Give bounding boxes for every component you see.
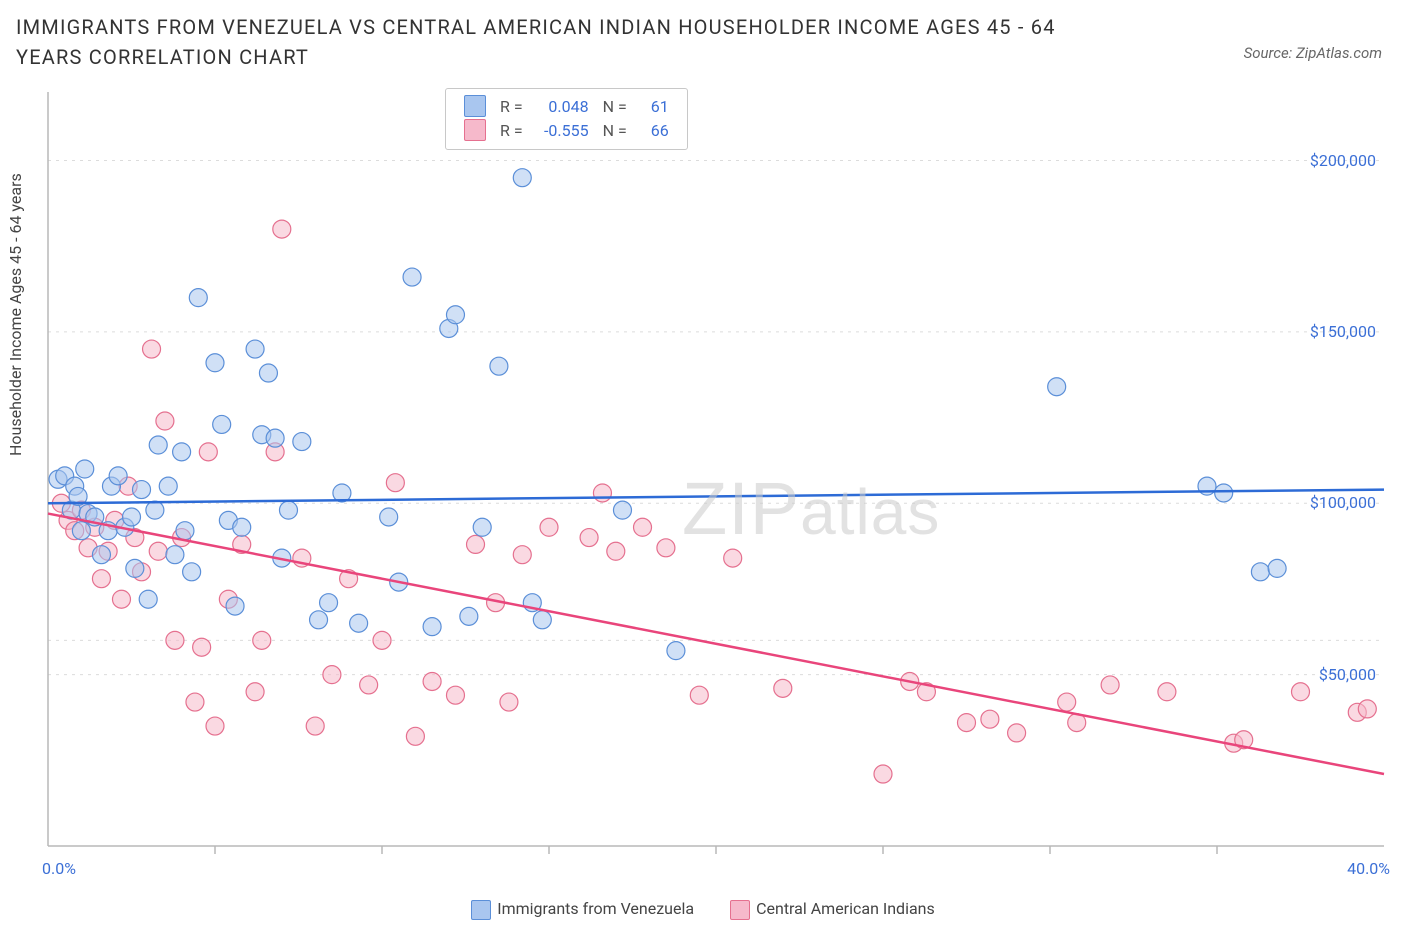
- chart-container: Householder Income Ages 45 - 64 years R …: [0, 86, 1406, 930]
- legend-swatch: [464, 95, 486, 117]
- x-tick-min: 0.0%: [42, 859, 76, 878]
- source-attribution: Source: ZipAtlas.com: [1244, 44, 1382, 62]
- y-tick-label: $100,000: [1310, 493, 1376, 512]
- scatter-plot: [42, 86, 1390, 876]
- y-tick-label: $200,000: [1310, 151, 1376, 170]
- legend-swatch: [730, 900, 750, 920]
- plot-area: R =0.048N =61R =-0.555N =66 ZIPatlas $50…: [42, 86, 1390, 876]
- series-legend: Immigrants from Venezuela Central America…: [0, 899, 1406, 920]
- chart-title: IMMIGRANTS FROM VENEZUELA VS CENTRAL AME…: [16, 12, 1096, 72]
- legend-item: Immigrants from Venezuela: [471, 899, 694, 918]
- y-tick-label: $150,000: [1310, 322, 1376, 341]
- legend-swatch: [464, 119, 486, 141]
- legend-item: Central American Indians: [730, 899, 935, 918]
- correlation-legend: R =0.048N =61R =-0.555N =66: [445, 88, 688, 150]
- legend-swatch: [471, 900, 491, 920]
- x-tick-max: 40.0%: [1347, 859, 1390, 878]
- y-axis-label: Householder Income Ages 45 - 64 years: [6, 173, 25, 456]
- y-tick-label: $50,000: [1319, 665, 1376, 684]
